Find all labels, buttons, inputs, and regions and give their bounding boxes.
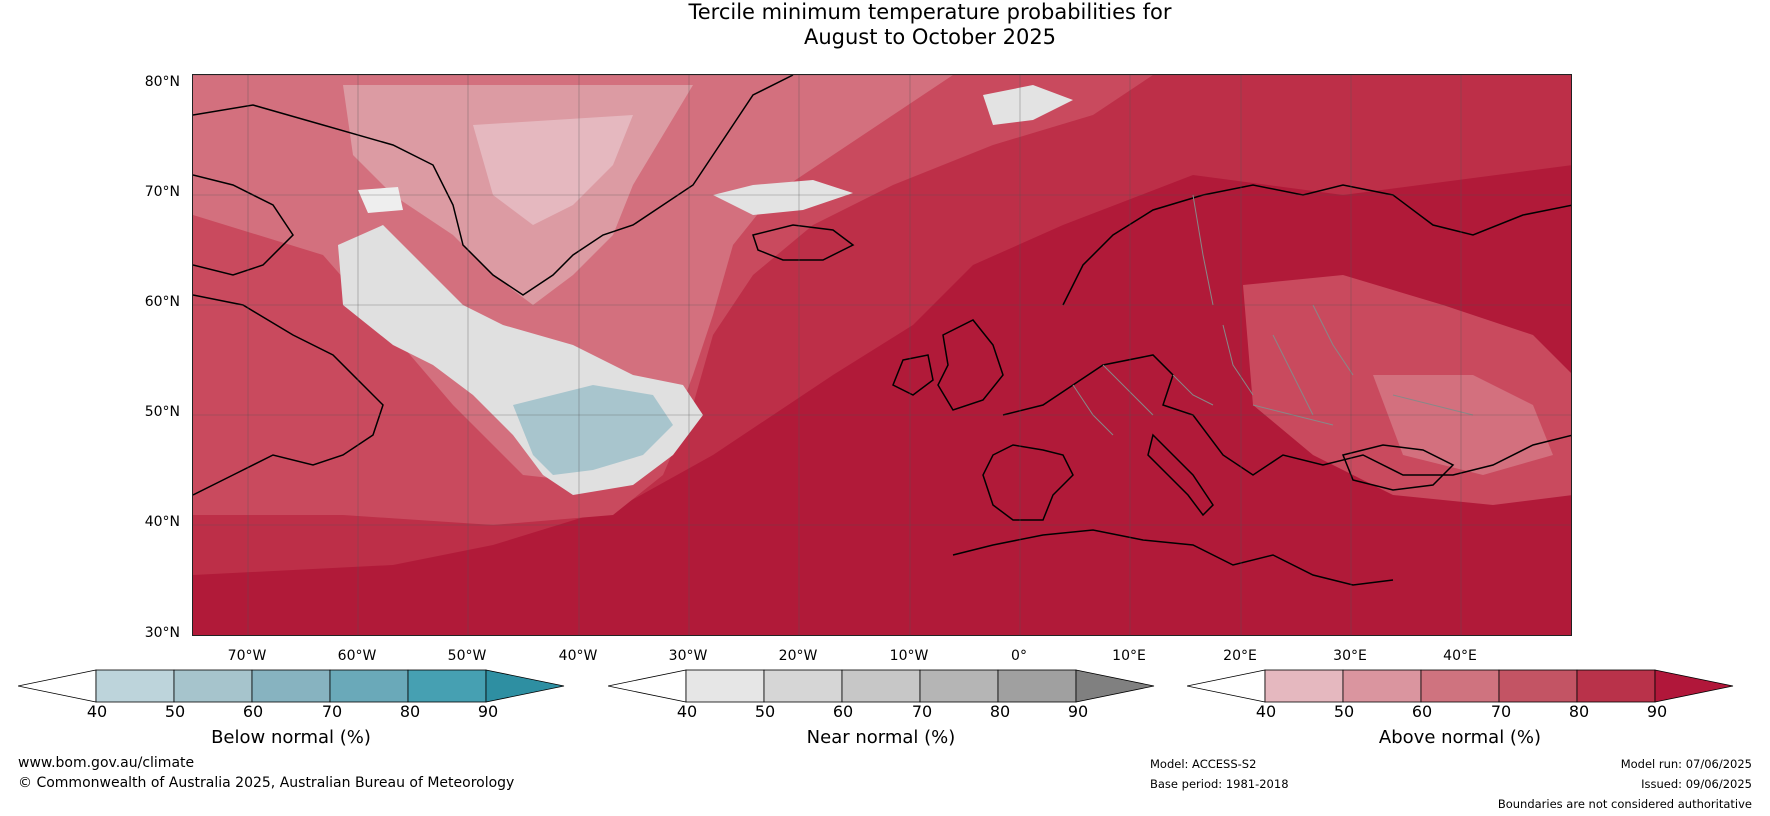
lat-label-70n: 70°N [144, 184, 180, 200]
below-tick-70: 70 [321, 702, 343, 721]
below-segment-3 [251, 669, 331, 703]
near-tick-50: 50 [754, 702, 776, 721]
lat-label-40n: 40°N [144, 514, 180, 530]
labrador-coast [193, 294, 384, 496]
graticule [193, 75, 1571, 635]
near-segment-1 [685, 669, 765, 703]
near-normal-baffin [358, 187, 403, 213]
above-tick-80: 80 [1568, 702, 1590, 721]
near-segment-2 [763, 669, 843, 703]
lon-label-20w: 20°W [778, 648, 818, 664]
model-run-text: Model run: 07/06/2025 [1620, 757, 1752, 771]
model-text: Model: ACCESS-S2 [1150, 757, 1257, 771]
probability-map [192, 74, 1572, 636]
baffin-coast [193, 174, 294, 276]
above-segment-5 [1576, 669, 1656, 703]
above-extend-high [1654, 669, 1734, 703]
below-segment-5 [407, 669, 487, 703]
website-text: www.bom.gov.au/climate [18, 755, 195, 771]
greenland-coast [193, 75, 794, 296]
below-segment-2 [173, 669, 253, 703]
near-tick-70: 70 [911, 702, 933, 721]
country-borders [1072, 194, 1474, 436]
lon-label-0: 0° [1011, 648, 1027, 664]
below-normal-region [513, 385, 673, 475]
near-normal-north [713, 180, 853, 215]
lat-label-50n: 50°N [144, 404, 180, 420]
lat-label-60n: 60°N [144, 294, 180, 310]
lon-label-10e: 10°E [1112, 648, 1146, 664]
near-tick-60: 60 [832, 702, 854, 721]
ireland-coast [892, 354, 934, 396]
lon-label-30e: 30°E [1333, 648, 1367, 664]
title-line-2: August to October 2025 [803, 25, 1057, 49]
issued-text: Issued: 09/06/2025 [1641, 777, 1752, 791]
above-tick-90: 90 [1646, 702, 1668, 721]
near-segment-5 [997, 669, 1077, 703]
below-extend-low [18, 669, 97, 703]
uk-coast [937, 319, 1004, 411]
map-title: Tercile minimum temperature probabilitie… [0, 0, 1770, 50]
below-segment-4 [329, 669, 409, 703]
below-tick-80: 80 [399, 702, 421, 721]
iceland-coast [752, 224, 855, 261]
below-tick-40: 40 [86, 702, 108, 721]
lon-label-40w: 40°W [558, 648, 598, 664]
above-segment-4 [1498, 669, 1578, 703]
lon-label-40e: 40°E [1443, 648, 1477, 664]
disclaimer-text: Boundaries are not considered authoritat… [1497, 797, 1752, 811]
below-tick-60: 60 [242, 702, 264, 721]
below-tick-50: 50 [164, 702, 186, 721]
near-extend-high [1075, 669, 1155, 703]
black-sea-coast [1341, 444, 1455, 491]
near-segment-3 [841, 669, 921, 703]
above-tick-60: 60 [1411, 702, 1433, 721]
near-tick-90: 90 [1067, 702, 1089, 721]
colorbar-above-normal [1187, 669, 1734, 703]
above-tick-40: 40 [1255, 702, 1277, 721]
above-tick-70: 70 [1490, 702, 1512, 721]
above-normal-label: Above normal (%) [1378, 727, 1542, 748]
map-svg [193, 75, 1571, 635]
above-tick-50: 50 [1333, 702, 1355, 721]
title-line-1: Tercile minimum temperature probabilitie… [688, 0, 1172, 24]
north-africa-coast [952, 529, 1394, 586]
near-extend-low [608, 669, 687, 703]
near-normal-label: Near normal (%) [806, 727, 956, 748]
below-segment-1 [95, 669, 175, 703]
above-segment-2 [1342, 669, 1422, 703]
above-40-band [473, 115, 633, 225]
below-tick-90: 90 [477, 702, 499, 721]
lon-label-10w: 10°W [889, 648, 929, 664]
lon-label-30w: 30°W [668, 648, 708, 664]
lat-label-30n: 30°N [144, 625, 180, 641]
near-normal-svalbard [983, 85, 1073, 125]
near-tick-40: 40 [676, 702, 698, 721]
iberia-coast [982, 444, 1074, 521]
lon-label-50w: 50°W [447, 648, 487, 664]
below-normal-label: Below normal (%) [211, 727, 371, 748]
colorbar-below-normal [18, 669, 565, 703]
lon-label-20e: 20°E [1223, 648, 1257, 664]
above-extend-low [1187, 669, 1266, 703]
lon-label-70w: 70°W [227, 648, 267, 664]
lon-label-60w: 60°W [337, 648, 377, 664]
colorbar-near-normal [608, 669, 1155, 703]
near-tick-80: 80 [989, 702, 1011, 721]
above-segment-1 [1264, 669, 1344, 703]
above-segment-3 [1420, 669, 1500, 703]
copyright-text: © Commonwealth of Australia 2025, Austra… [18, 775, 515, 791]
italy-coast [1147, 433, 1214, 517]
europe-coast [1002, 354, 1571, 476]
below-extend-high [485, 669, 565, 703]
base-period-text: Base period: 1981-2018 [1150, 777, 1289, 791]
near-segment-4 [919, 669, 999, 703]
lat-label-80n: 80°N [144, 74, 180, 90]
